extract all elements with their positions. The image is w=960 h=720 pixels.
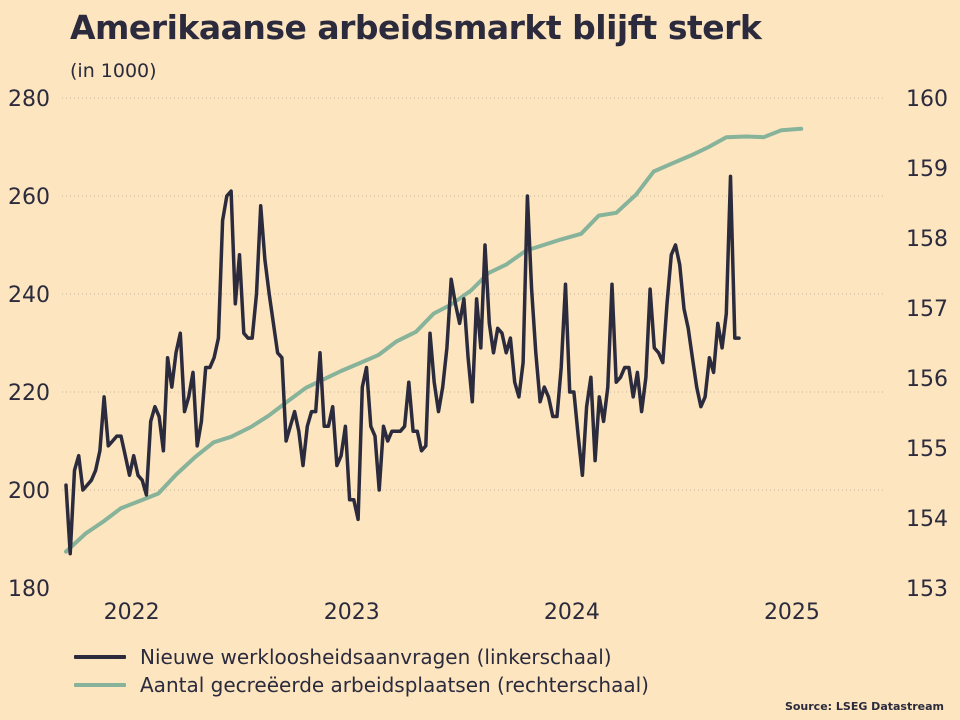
series-layer	[64, 126, 804, 556]
right-axis-ticks: 153 154 155 156 157 158 159 160	[906, 87, 948, 602]
right-tick-label: 157	[906, 297, 948, 322]
right-tick-label: 154	[906, 507, 948, 532]
right-tick-label: 155	[906, 437, 948, 462]
legend-item-claims: Nieuwe werkloosheidsaanvragen (linkersch…	[74, 643, 649, 671]
left-tick-label: 200	[8, 479, 50, 504]
legend-item-jobs: Aantal gecreëerde arbeidsplaatsen (recht…	[74, 671, 649, 699]
right-tick-label: 159	[906, 157, 948, 182]
legend-label-claims: Nieuwe werkloosheidsaanvragen (linkersch…	[140, 645, 612, 669]
right-tick-label: 156	[906, 367, 948, 392]
source-note: Source: LSEG Datastream	[784, 700, 944, 713]
chart-title: Amerikaanse arbeidsmarkt blijft sterk	[70, 8, 762, 47]
gridlines	[62, 97, 884, 491]
right-tick-label: 153	[906, 577, 948, 602]
left-tick-label: 260	[8, 185, 50, 210]
legend-swatch-claims	[74, 655, 126, 659]
chart-subtitle: (in 1000)	[70, 60, 157, 82]
series-line-claims	[64, 174, 741, 556]
x-axis-ticks: 2022 2023 2024 2025	[104, 600, 820, 625]
x-tick-label: 2023	[324, 600, 380, 625]
x-tick-label: 2022	[104, 600, 160, 625]
left-tick-label: 280	[8, 87, 50, 112]
right-tick-label: 160	[906, 87, 948, 112]
legend-label-jobs: Aantal gecreëerde arbeidsplaatsen (recht…	[140, 673, 649, 697]
left-tick-label: 180	[8, 577, 50, 602]
left-axis-ticks: 180 200 220 240 260 280	[8, 87, 50, 602]
x-tick-label: 2024	[544, 600, 600, 625]
x-tick-label: 2025	[764, 600, 820, 625]
right-tick-label: 158	[906, 227, 948, 252]
legend-swatch-jobs	[74, 683, 126, 687]
left-tick-label: 220	[8, 381, 50, 406]
legend: Nieuwe werkloosheidsaanvragen (linkersch…	[74, 643, 649, 699]
left-tick-label: 240	[8, 283, 50, 308]
